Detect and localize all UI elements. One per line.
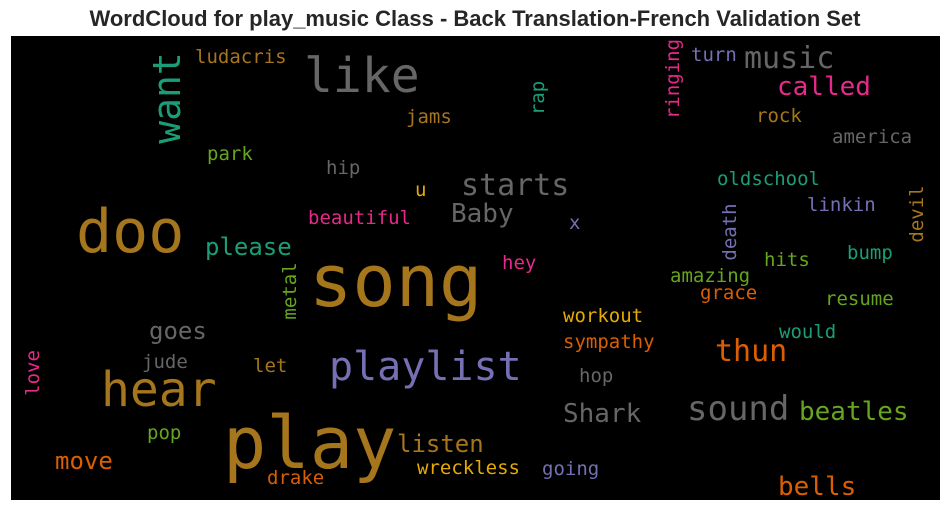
chart-title: WordCloud for play_music Class - Back Tr… [89,6,861,31]
word-ringing: ringing [662,39,684,119]
word-x: x [569,212,580,234]
word-shark: Shark [563,399,642,429]
word-hip: hip [326,157,360,179]
word-grace: grace [700,282,757,304]
word-jude: jude [142,351,188,373]
word-sympathy: sympathy [563,331,655,353]
word-music: music [744,41,834,76]
word-hey: hey [502,252,536,274]
word-goes: goes [149,317,207,345]
word-beatles: beatles [799,397,909,427]
word-would: would [779,321,836,343]
word-resume: resume [825,288,894,310]
word-oldschool: oldschool [717,168,820,190]
word-hear: hear [101,362,217,418]
word-going: going [542,458,599,480]
word-listen: listen [397,430,484,458]
word-rock: rock [756,105,802,127]
word-playlist: playlist [329,344,522,390]
word-turn: turn [691,44,737,66]
word-jams: jams [406,106,452,128]
word-baby: Baby [451,199,514,229]
wordcloud-svg: song play doo like hear playlist want sound star… [22,39,928,500]
word-workout: workout [563,305,643,327]
word-u: u [415,179,426,201]
word-amazing: amazing [670,265,750,287]
word-thun: thun [715,334,787,369]
word-beautiful: beautiful [308,207,411,229]
word-called: called [777,72,871,102]
word-want: want [145,52,189,144]
word-death: death [719,203,741,260]
wordcloud-canvas: song play doo like hear playlist want sound star… [11,36,940,500]
word-rap: rap [527,81,549,115]
word-hop: hop [579,365,613,387]
word-park: park [207,143,253,165]
word-move: move [55,447,113,475]
word-pop: pop [147,422,181,444]
word-song: song [309,239,482,323]
word-let: let [253,355,287,377]
word-please: please [205,233,292,261]
word-like: like [304,48,420,104]
word-bump: bump [847,242,893,264]
word-linkin: linkin [807,194,876,216]
word-hits: hits [764,249,810,271]
word-sound: sound [687,389,789,429]
word-devil: devil [906,185,928,242]
word-love: love [22,350,44,396]
word-wreckless: wreckless [417,457,520,479]
word-metal: metal [279,262,301,319]
word-ludacris: ludacris [195,46,287,68]
word-bells: bells [778,472,856,500]
word-play: play [223,401,396,485]
word-drake: drake [267,467,324,489]
word-doo: doo [76,197,184,267]
word-starts: starts [461,168,569,203]
word-america: america [832,126,912,148]
